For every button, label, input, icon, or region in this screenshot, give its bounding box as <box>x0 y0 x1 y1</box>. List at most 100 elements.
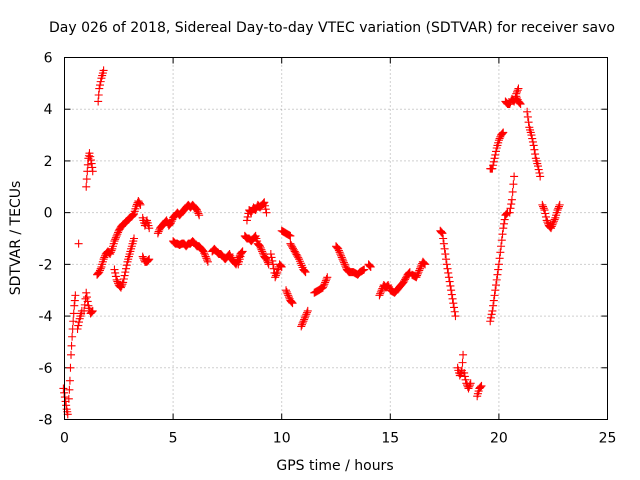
data-point <box>460 368 469 377</box>
data-point <box>154 227 163 236</box>
data-point <box>138 252 147 261</box>
data-point <box>320 280 329 289</box>
data-point <box>262 208 271 217</box>
data-point <box>533 162 542 171</box>
data-point <box>543 218 552 227</box>
data-point <box>243 212 252 221</box>
data-point <box>375 291 384 300</box>
data-point <box>69 317 78 326</box>
data-point <box>547 222 556 231</box>
data-point <box>194 209 203 218</box>
data-point <box>111 233 120 242</box>
data-point <box>459 350 468 359</box>
data-point <box>499 128 508 137</box>
data-point <box>100 253 109 262</box>
data-point <box>118 280 127 289</box>
data-point <box>195 211 204 220</box>
data-point <box>301 268 310 277</box>
data-point <box>365 261 374 270</box>
data-point <box>287 297 296 306</box>
plot-frame <box>64 57 608 420</box>
data-point <box>120 271 129 280</box>
data-point <box>490 154 499 163</box>
x-tick-label: 0 <box>60 431 69 447</box>
data-point <box>95 81 104 90</box>
data-point <box>421 260 430 269</box>
grid <box>64 57 608 420</box>
data-point <box>300 267 309 276</box>
data-point <box>549 217 558 226</box>
data-point <box>528 134 537 143</box>
data-point <box>536 172 545 181</box>
y-tick-label: -8 <box>39 413 53 429</box>
data-point <box>226 251 235 260</box>
data-point <box>486 317 495 326</box>
data-point <box>88 307 97 316</box>
data-point <box>524 118 533 127</box>
data-point <box>499 224 508 233</box>
data-point <box>489 157 498 166</box>
data-point <box>496 248 505 257</box>
data-point <box>341 262 350 271</box>
data-point <box>63 410 72 419</box>
data-point <box>497 242 506 251</box>
data-point <box>113 277 122 286</box>
data-point <box>282 286 291 295</box>
data-point <box>509 180 518 189</box>
data-point <box>512 89 521 98</box>
data-point <box>490 291 499 300</box>
data-point <box>451 312 460 321</box>
data-point <box>476 383 485 392</box>
data-point <box>262 255 271 264</box>
data-point <box>144 256 153 265</box>
data-point <box>86 152 95 161</box>
data-point <box>366 262 375 271</box>
data-point <box>476 382 485 391</box>
data-point <box>505 100 514 109</box>
data-point <box>446 281 455 290</box>
data-point <box>95 84 104 93</box>
data-point <box>477 381 486 390</box>
data-point <box>530 145 539 154</box>
data-point <box>167 217 176 226</box>
data-point <box>450 303 459 312</box>
data-point <box>339 258 348 267</box>
data-point <box>445 277 454 286</box>
data-point <box>534 165 543 174</box>
data-point <box>117 281 126 290</box>
data-point <box>87 308 96 317</box>
data-point <box>271 273 280 282</box>
data-point <box>237 248 246 257</box>
data-point <box>258 249 267 258</box>
data-point <box>535 168 544 177</box>
data-point <box>415 266 424 275</box>
data-point <box>339 256 348 265</box>
data-point <box>554 202 563 211</box>
data-point <box>541 212 550 221</box>
data-point <box>82 175 91 184</box>
data-point <box>516 100 525 109</box>
data-point <box>444 273 453 282</box>
data-point <box>528 137 537 146</box>
x-tick-label: 20 <box>490 431 508 447</box>
data-point <box>337 251 346 260</box>
data-point <box>143 256 152 265</box>
data-point <box>266 250 275 259</box>
data-point <box>193 207 202 216</box>
data-point <box>74 318 83 327</box>
data-point <box>321 278 330 287</box>
data-point <box>377 286 386 295</box>
data-point <box>287 298 296 307</box>
data-point <box>440 244 449 253</box>
data-point <box>450 307 459 316</box>
data-point <box>74 239 83 248</box>
data-point <box>272 269 281 278</box>
data-point <box>505 208 514 217</box>
data-point <box>376 287 385 296</box>
data-point <box>261 205 270 214</box>
y-tick-label: -2 <box>39 257 53 273</box>
data-point <box>404 269 413 278</box>
data-point <box>268 256 277 265</box>
data-point <box>282 287 291 296</box>
data-point <box>277 262 286 271</box>
